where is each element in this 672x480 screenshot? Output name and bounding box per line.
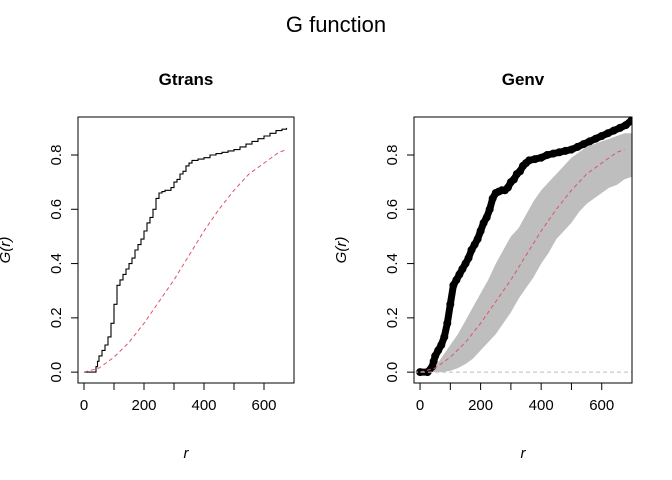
series-observed-line [84, 127, 288, 373]
series-observed-point [446, 300, 455, 309]
y-tick-label: 0.2 [384, 307, 401, 328]
y-axis-label: G(r) [0, 237, 14, 264]
panel-title: Gtrans [159, 70, 214, 89]
series-observed-point [443, 319, 452, 328]
series-observed-point [555, 148, 564, 157]
y-axis-label: G(r) [333, 237, 350, 264]
series-observed-point [525, 156, 534, 165]
x-tick-label: 200 [468, 397, 493, 414]
series-observed-point [437, 341, 446, 349]
x-tick-label: 400 [191, 397, 216, 414]
y-tick-label: 0.0 [48, 362, 65, 383]
y-tick-label: 0.6 [48, 199, 65, 220]
series-observed-point [549, 149, 558, 158]
series-observed-point [473, 235, 482, 244]
series-observed-point [464, 254, 473, 263]
y-tick-label: 0.4 [384, 253, 401, 274]
x-tick-label: 600 [589, 397, 614, 414]
panel-genv: Genv 0 200 400 600 0.0 0.2 0.4 0.6 0.8 r G(r) [333, 70, 633, 462]
x-tick-label: 200 [131, 397, 156, 414]
plot-frame [77, 116, 295, 384]
y-tick-label: 0.8 [384, 145, 401, 166]
series-observed-point [609, 126, 618, 135]
y-tick-label: 0.2 [48, 307, 65, 328]
series-observed-point [621, 121, 630, 130]
envelope-band [420, 133, 632, 373]
series-observed-point [597, 132, 606, 140]
plot-area [414, 117, 632, 377]
y-tick-label: 0.0 [384, 362, 401, 383]
x-tick-label: 0 [416, 397, 424, 414]
y-tick-label: 0.4 [48, 253, 65, 274]
series-theoretical-line [83, 149, 287, 373]
series-observed-point [543, 151, 552, 159]
series-observed-point [579, 140, 588, 149]
series-observed-point [585, 137, 594, 146]
series-theoretical-line [419, 149, 625, 373]
series-observed-point [476, 227, 485, 235]
series-observed-point [482, 213, 491, 222]
plot-area [83, 127, 288, 373]
panel-title: Genv [502, 70, 545, 89]
series-observed-point [440, 332, 449, 341]
figure-title: G function [285, 12, 387, 37]
series-observed-point [485, 205, 494, 214]
panel-gtrans: Gtrans 0 200 400 600 0.0 0.2 0.4 0.6 0.8 r G(r) [0, 70, 295, 462]
x-axis-label: r [521, 445, 527, 462]
y-tick-label: 0.6 [384, 199, 401, 220]
series-observed-point [531, 155, 540, 164]
series-observed-point [537, 153, 546, 162]
series-observed-point [561, 146, 570, 155]
series-observed-point [615, 123, 624, 132]
x-axis-label: r [184, 445, 190, 462]
series-observed-point [591, 134, 600, 143]
series-observed-point [628, 117, 632, 124]
x-tick-label: 0 [80, 397, 88, 414]
x-tick-label: 400 [529, 397, 554, 414]
x-tick-label: 600 [251, 397, 276, 414]
y-tick-label: 0.8 [48, 145, 65, 166]
series-observed-point [573, 142, 582, 151]
series-observed-point [603, 129, 612, 138]
series-observed-point [567, 145, 576, 154]
